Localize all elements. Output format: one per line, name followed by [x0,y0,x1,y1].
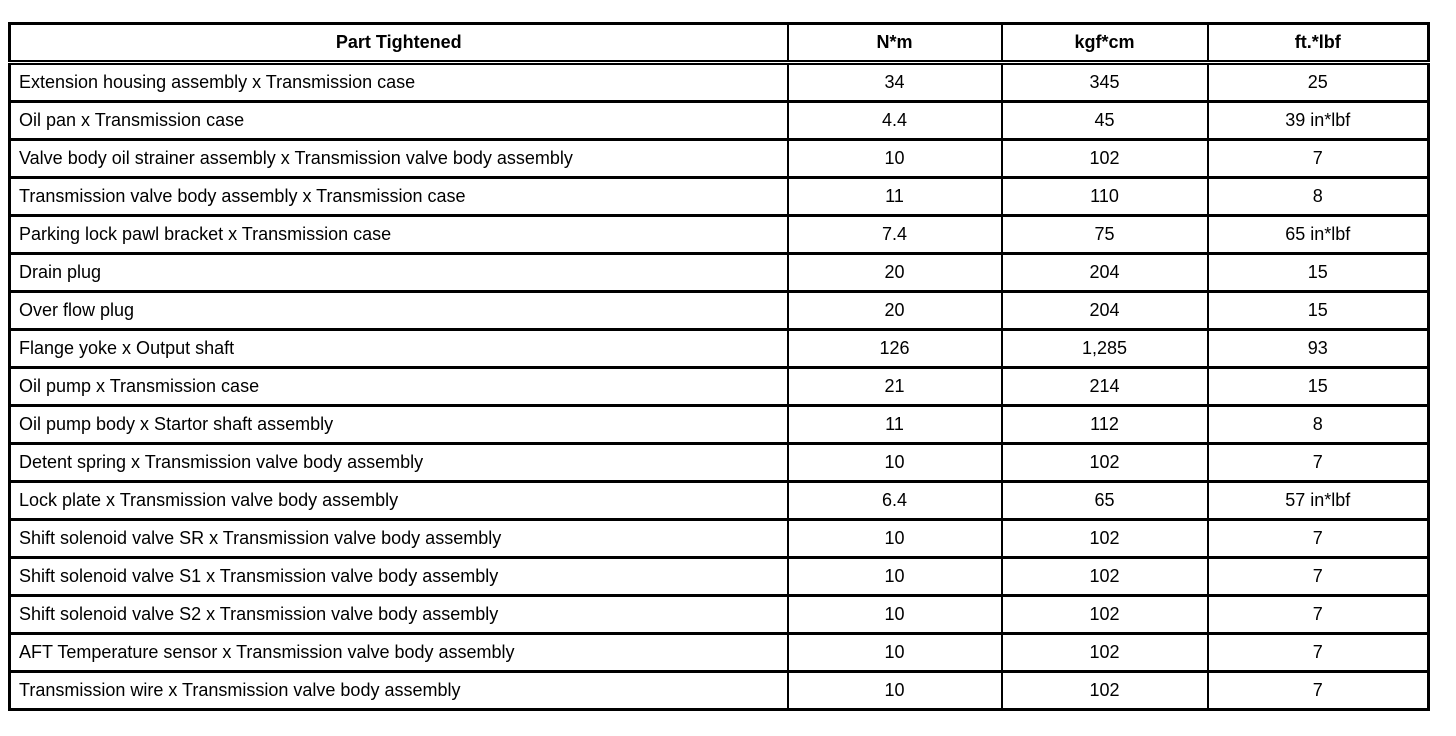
part-tightened-cell: AFT Temperature sensor x Transmission va… [8,633,789,672]
ftlbf-value-cell: 7 [1206,139,1430,178]
kgfcm-value-cell: 65 [1000,481,1209,520]
part-tightened-cell: Transmission valve body assembly x Trans… [8,177,789,216]
table-row: Transmission wire x Transmission valve b… [8,671,1430,710]
ftlbf-value-cell: 7 [1206,443,1430,482]
nm-value-cell: 126 [786,329,1003,368]
table-row: Oil pump body x Startor shaft assembly 11… [8,405,1430,444]
part-tightened-cell: Over flow plug [8,291,789,330]
part-tightened-cell: Detent spring x Transmission valve body … [8,443,789,482]
nm-value-cell: 10 [786,595,1003,634]
torque-spec-table: Part Tightened N*m kgf*cm ft.*lbf Extens… [8,22,1430,711]
kgfcm-value-cell: 102 [1000,557,1209,596]
part-tightened-cell: Oil pan x Transmission case [8,101,789,140]
table-row: Parking lock pawl bracket x Transmission… [8,215,1430,254]
kgfcm-value-cell: 204 [1000,291,1209,330]
part-tightened-cell: Oil pump x Transmission case [8,367,789,406]
kgfcm-value-cell: 102 [1000,139,1209,178]
nm-value-cell: 11 [786,177,1003,216]
header-ftlbf: ft.*lbf [1206,23,1430,63]
ftlbf-value-cell: 15 [1206,253,1430,292]
part-tightened-cell: Parking lock pawl bracket x Transmission… [8,215,789,254]
nm-value-cell: 4.4 [786,101,1003,140]
header-kgfcm: kgf*cm [1000,23,1209,63]
ftlbf-value-cell: 7 [1206,557,1430,596]
table-row: AFT Temperature sensor x Transmission va… [8,633,1430,672]
nm-value-cell: 34 [786,62,1003,102]
nm-value-cell: 20 [786,291,1003,330]
nm-value-cell: 10 [786,443,1003,482]
table-row: Drain plug 20 204 15 [8,253,1430,292]
nm-value-cell: 10 [786,633,1003,672]
ftlbf-value-cell: 57 in*lbf [1206,481,1430,520]
table-row: Oil pump x Transmission case 21 214 15 [8,367,1430,406]
part-tightened-cell: Extension housing assembly x Transmissio… [8,62,789,102]
table-row: Extension housing assembly x Transmissio… [8,62,1430,102]
ftlbf-value-cell: 65 in*lbf [1206,215,1430,254]
table-row: Valve body oil strainer assembly x Trans… [8,139,1430,178]
nm-value-cell: 6.4 [786,481,1003,520]
ftlbf-value-cell: 8 [1206,405,1430,444]
table-row: Shift solenoid valve S2 x Transmission v… [8,595,1430,634]
part-tightened-cell: Drain plug [8,253,789,292]
part-tightened-cell: Shift solenoid valve S2 x Transmission v… [8,595,789,634]
part-tightened-cell: Shift solenoid valve SR x Transmission v… [8,519,789,558]
ftlbf-value-cell: 93 [1206,329,1430,368]
nm-value-cell: 10 [786,519,1003,558]
table-row: Lock plate x Transmission valve body ass… [8,481,1430,520]
part-tightened-cell: Shift solenoid valve S1 x Transmission v… [8,557,789,596]
kgfcm-value-cell: 204 [1000,253,1209,292]
kgfcm-value-cell: 112 [1000,405,1209,444]
part-tightened-cell: Transmission wire x Transmission valve b… [8,671,789,710]
table-row: Over flow plug 20 204 15 [8,291,1430,330]
nm-value-cell: 21 [786,367,1003,406]
part-tightened-cell: Lock plate x Transmission valve body ass… [8,481,789,520]
kgfcm-value-cell: 75 [1000,215,1209,254]
table-row: Transmission valve body assembly x Trans… [8,177,1430,216]
table-header-row: Part Tightened N*m kgf*cm ft.*lbf [8,23,1430,63]
nm-value-cell: 10 [786,557,1003,596]
ftlbf-value-cell: 7 [1206,519,1430,558]
ftlbf-value-cell: 7 [1206,633,1430,672]
kgfcm-value-cell: 214 [1000,367,1209,406]
kgfcm-value-cell: 1,285 [1000,329,1209,368]
ftlbf-value-cell: 25 [1206,62,1430,102]
nm-value-cell: 20 [786,253,1003,292]
part-tightened-cell: Oil pump body x Startor shaft assembly [8,405,789,444]
nm-value-cell: 10 [786,671,1003,710]
nm-value-cell: 10 [786,139,1003,178]
kgfcm-value-cell: 102 [1000,633,1209,672]
kgfcm-value-cell: 45 [1000,101,1209,140]
nm-value-cell: 11 [786,405,1003,444]
header-part-tightened: Part Tightened [8,23,789,63]
ftlbf-value-cell: 15 [1206,291,1430,330]
table-row: Flange yoke x Output shaft 126 1,285 93 [8,329,1430,368]
header-nm: N*m [786,23,1003,63]
table-row: Oil pan x Transmission case 4.4 45 39 in*lb… [8,101,1430,140]
ftlbf-value-cell: 7 [1206,671,1430,710]
ftlbf-value-cell: 15 [1206,367,1430,406]
table-row: Detent spring x Transmission valve body … [8,443,1430,482]
kgfcm-value-cell: 102 [1000,519,1209,558]
kgfcm-value-cell: 102 [1000,595,1209,634]
ftlbf-value-cell: 8 [1206,177,1430,216]
kgfcm-value-cell: 110 [1000,177,1209,216]
kgfcm-value-cell: 102 [1000,671,1209,710]
table-row: Shift solenoid valve S1 x Transmission v… [8,557,1430,596]
kgfcm-value-cell: 345 [1000,62,1209,102]
part-tightened-cell: Valve body oil strainer assembly x Trans… [8,139,789,178]
ftlbf-value-cell: 39 in*lbf [1206,101,1430,140]
table-body: Extension housing assembly x Transmissio… [8,62,1430,710]
ftlbf-value-cell: 7 [1206,595,1430,634]
part-tightened-cell: Flange yoke x Output shaft [8,329,789,368]
kgfcm-value-cell: 102 [1000,443,1209,482]
nm-value-cell: 7.4 [786,215,1003,254]
table-row: Shift solenoid valve SR x Transmission v… [8,519,1430,558]
